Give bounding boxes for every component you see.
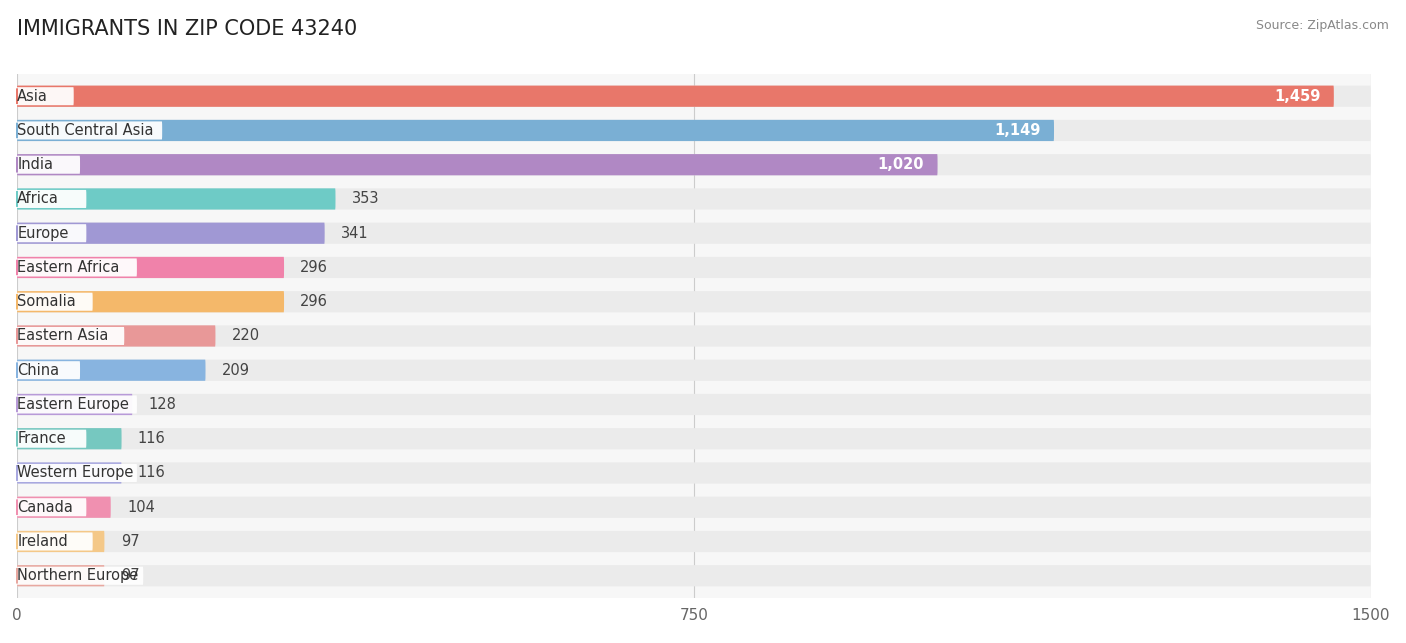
FancyBboxPatch shape xyxy=(17,565,1371,586)
Text: 104: 104 xyxy=(127,500,155,515)
Text: 209: 209 xyxy=(222,363,250,377)
FancyBboxPatch shape xyxy=(17,293,93,311)
FancyBboxPatch shape xyxy=(17,156,80,174)
FancyBboxPatch shape xyxy=(17,325,1371,347)
FancyBboxPatch shape xyxy=(17,291,1371,312)
Text: 116: 116 xyxy=(138,431,166,446)
Text: Western Europe: Western Europe xyxy=(17,466,134,480)
FancyBboxPatch shape xyxy=(17,462,121,484)
FancyBboxPatch shape xyxy=(17,531,1371,552)
FancyBboxPatch shape xyxy=(17,258,136,276)
Text: Source: ZipAtlas.com: Source: ZipAtlas.com xyxy=(1256,19,1389,32)
FancyBboxPatch shape xyxy=(17,464,136,482)
Text: 116: 116 xyxy=(138,466,166,480)
Text: 97: 97 xyxy=(121,534,139,549)
FancyBboxPatch shape xyxy=(17,224,86,242)
Text: Somalia: Somalia xyxy=(17,294,76,309)
FancyBboxPatch shape xyxy=(17,257,284,278)
Text: Northern Europe: Northern Europe xyxy=(17,568,139,583)
FancyBboxPatch shape xyxy=(17,291,284,312)
FancyBboxPatch shape xyxy=(17,395,136,413)
FancyBboxPatch shape xyxy=(17,496,111,518)
FancyBboxPatch shape xyxy=(17,566,143,584)
Text: China: China xyxy=(17,363,59,377)
Text: Africa: Africa xyxy=(17,192,59,206)
FancyBboxPatch shape xyxy=(17,188,336,210)
FancyBboxPatch shape xyxy=(17,361,80,379)
FancyBboxPatch shape xyxy=(17,257,1371,278)
Text: India: India xyxy=(17,157,53,172)
Text: Canada: Canada xyxy=(17,500,73,515)
Text: 353: 353 xyxy=(352,192,380,206)
Text: 1,020: 1,020 xyxy=(877,157,924,172)
FancyBboxPatch shape xyxy=(17,428,1371,449)
Text: 97: 97 xyxy=(121,568,139,583)
Text: Asia: Asia xyxy=(17,89,48,104)
FancyBboxPatch shape xyxy=(17,496,1371,518)
FancyBboxPatch shape xyxy=(17,532,93,550)
FancyBboxPatch shape xyxy=(17,430,86,448)
FancyBboxPatch shape xyxy=(17,394,1371,415)
Text: 296: 296 xyxy=(301,294,328,309)
FancyBboxPatch shape xyxy=(17,359,1371,381)
Text: Eastern Europe: Eastern Europe xyxy=(17,397,129,412)
Text: 296: 296 xyxy=(301,260,328,275)
FancyBboxPatch shape xyxy=(17,120,1371,141)
FancyBboxPatch shape xyxy=(17,222,325,244)
Text: South Central Asia: South Central Asia xyxy=(17,123,153,138)
FancyBboxPatch shape xyxy=(17,327,124,345)
Text: 128: 128 xyxy=(149,397,177,412)
FancyBboxPatch shape xyxy=(17,531,104,552)
FancyBboxPatch shape xyxy=(17,462,1371,484)
Text: Eastern Africa: Eastern Africa xyxy=(17,260,120,275)
FancyBboxPatch shape xyxy=(17,86,1334,107)
Text: Europe: Europe xyxy=(17,226,69,240)
FancyBboxPatch shape xyxy=(17,565,104,586)
Text: Ireland: Ireland xyxy=(17,534,67,549)
Text: Eastern Asia: Eastern Asia xyxy=(17,329,108,343)
Text: 220: 220 xyxy=(232,329,260,343)
FancyBboxPatch shape xyxy=(17,154,1371,176)
Text: France: France xyxy=(17,431,66,446)
FancyBboxPatch shape xyxy=(17,154,938,176)
FancyBboxPatch shape xyxy=(17,120,1054,141)
FancyBboxPatch shape xyxy=(17,86,1371,107)
FancyBboxPatch shape xyxy=(17,122,162,140)
Text: 1,459: 1,459 xyxy=(1274,89,1320,104)
FancyBboxPatch shape xyxy=(17,394,132,415)
FancyBboxPatch shape xyxy=(17,190,86,208)
Text: 341: 341 xyxy=(340,226,368,240)
Text: IMMIGRANTS IN ZIP CODE 43240: IMMIGRANTS IN ZIP CODE 43240 xyxy=(17,19,357,39)
Text: 1,149: 1,149 xyxy=(994,123,1040,138)
FancyBboxPatch shape xyxy=(17,498,86,516)
FancyBboxPatch shape xyxy=(17,325,215,347)
FancyBboxPatch shape xyxy=(17,188,1371,210)
FancyBboxPatch shape xyxy=(17,428,121,449)
FancyBboxPatch shape xyxy=(17,87,73,105)
FancyBboxPatch shape xyxy=(17,222,1371,244)
FancyBboxPatch shape xyxy=(17,359,205,381)
